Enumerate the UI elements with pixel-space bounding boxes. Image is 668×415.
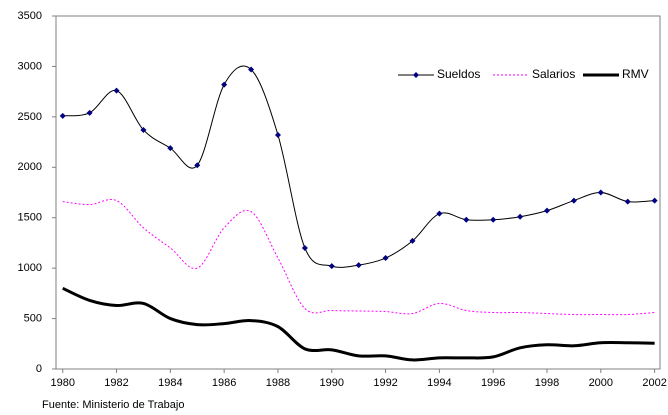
marker	[436, 210, 443, 217]
x-tick-label: 1992	[373, 377, 397, 389]
marker	[382, 255, 389, 262]
x-tick-label: 1996	[481, 377, 505, 389]
marker	[248, 66, 255, 73]
x-tick-label: 1980	[50, 377, 74, 389]
y-tick-label: 1000	[18, 262, 42, 274]
legend-label: Sueldos	[437, 67, 480, 81]
y-tick-label: 2000	[18, 161, 42, 173]
legend-label: Salarios	[532, 67, 575, 81]
series-line	[62, 199, 655, 316]
y-tick-label: 500	[24, 312, 42, 324]
x-tick-label: 2000	[589, 377, 613, 389]
marker	[570, 197, 577, 204]
marker	[328, 263, 335, 270]
x-tick-label: 2002	[642, 377, 666, 389]
x-tick-label: 1994	[427, 377, 451, 389]
marker	[274, 132, 281, 139]
series-line	[62, 65, 655, 268]
series-line	[62, 286, 655, 362]
marker	[113, 87, 120, 94]
x-tick-label: 1986	[212, 377, 236, 389]
marker	[140, 126, 147, 133]
marker	[490, 216, 497, 223]
y-tick-label: 2500	[18, 111, 42, 123]
marker	[221, 81, 228, 88]
marker	[597, 189, 604, 196]
marker	[86, 109, 93, 116]
marker	[301, 244, 308, 251]
x-tick-label: 1998	[535, 377, 559, 389]
legend-label: RMV	[622, 67, 649, 81]
plot-frame	[55, 15, 661, 370]
marker	[355, 262, 362, 269]
marker	[544, 207, 551, 214]
marker	[651, 197, 658, 204]
x-tick-label: 1990	[320, 377, 344, 389]
marker	[194, 162, 201, 169]
y-tick-label: 0	[36, 363, 42, 375]
y-tick-label: 3500	[18, 10, 42, 22]
marker	[409, 237, 416, 244]
x-tick-label: 1982	[104, 377, 128, 389]
marker	[517, 213, 524, 220]
marker	[463, 216, 470, 223]
source: Fuente: Ministerio de Trabajo	[42, 399, 184, 411]
y-tick-label: 3000	[18, 60, 42, 72]
marker	[624, 198, 631, 205]
y-tick-label: 1500	[18, 212, 42, 224]
marker	[167, 145, 174, 152]
x-tick-label: 1988	[266, 377, 290, 389]
marker	[59, 112, 66, 119]
legend-marker	[413, 72, 419, 78]
x-tick-label: 1984	[158, 377, 182, 389]
